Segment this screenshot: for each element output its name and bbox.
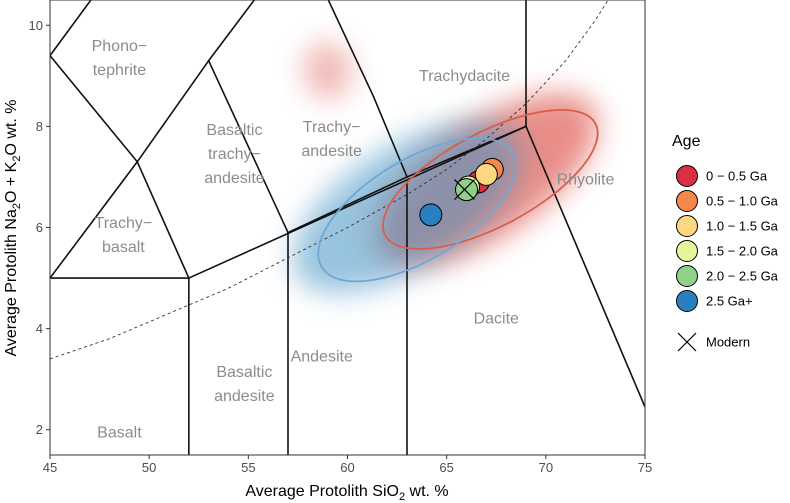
y-tick-label: 4	[36, 321, 43, 336]
field-boundary	[136, 160, 190, 279]
x-tick-label: 50	[142, 460, 156, 475]
field-boundaries	[50, 0, 645, 455]
legend-key	[676, 215, 698, 237]
y-tick-label: 2	[36, 422, 43, 437]
legend-key	[676, 165, 698, 187]
trachydacite-label: Trachydacite	[419, 68, 510, 85]
x-tick-label: 60	[340, 460, 354, 475]
legend-title: Age	[672, 133, 701, 150]
x-axis: 45 50 55 60 65 70 75	[43, 455, 652, 475]
data-point	[419, 203, 443, 227]
trachybasalt-label: basalt	[102, 239, 145, 256]
legend-label: 0.5 − 1.0 Ga	[706, 194, 779, 209]
phono-tephrite-label: Phono−	[92, 38, 148, 55]
legend-key	[676, 265, 698, 287]
alkaline-divide-curve	[50, 0, 609, 360]
basaltic-andesite-label: andesite	[214, 388, 275, 405]
density-cloud	[303, 42, 352, 99]
x-tick-label: 55	[241, 460, 255, 475]
basaltic-trachyandesite-label: trachy−	[208, 146, 261, 163]
field-boundary	[207, 0, 256, 62]
legend-label-modern: Modern	[706, 335, 750, 350]
legend-label: 2.0 − 2.5 Ga	[706, 269, 779, 284]
basaltic-andesite-label: Basaltic	[216, 364, 272, 381]
legend: Age 0 − 0.5 Ga 0.5 − 1.0 Ga 1.0 − 1.5 Ga 1.…	[672, 133, 779, 352]
basalt-label: Basalt	[97, 424, 142, 441]
trachyandesite-label: andesite	[301, 143, 362, 160]
x-tick-label: 70	[539, 460, 553, 475]
basaltic-trachyandesite-label: andesite	[204, 170, 265, 187]
data-point	[474, 162, 498, 186]
field-boundary	[136, 59, 210, 163]
field-boundary	[50, 160, 139, 279]
legend-key	[676, 290, 698, 312]
confidence-ellipse-blue	[317, 137, 517, 283]
y-tick-label: 8	[36, 119, 43, 134]
x-tick-label: 75	[638, 460, 652, 475]
legend-label: 2.5 Ga+	[706, 294, 753, 309]
x-tick-label: 45	[43, 460, 57, 475]
legend-key	[676, 190, 698, 212]
field-boundary	[406, 125, 527, 178]
legend-label: 0 − 0.5 Ga	[706, 169, 768, 184]
y-tick-label: 10	[29, 18, 43, 33]
basaltic-trachyandesite-label: Basaltic	[206, 122, 262, 139]
field-boundary	[207, 59, 289, 234]
andesite-label: Andesite	[291, 348, 353, 365]
field-boundary	[50, 0, 92, 57]
alkaline-curve-line	[50, 0, 609, 360]
legend-label: 1.5 − 2.0 Ga	[706, 244, 779, 259]
legend-label: 1.0 − 1.5 Ga	[706, 219, 779, 234]
x-axis-title: Average Protolith SiO2 wt. %	[245, 483, 448, 503]
trachyandesite-label: Trachy−	[303, 119, 361, 136]
field-labels: Phono− tephrite Trachydacite Trachy− andesit…	[92, 38, 615, 441]
legend-key-modern	[677, 332, 697, 352]
legend-key	[676, 240, 698, 262]
field-boundary	[327, 0, 375, 97]
y-axis-title: Average Protolith Na2O + K2O wt. %	[3, 100, 23, 357]
confidence-ellipses	[317, 109, 599, 283]
rhyolite-label: Rhyolite	[557, 171, 615, 188]
field-boundary	[50, 54, 139, 163]
field-boundary	[287, 176, 408, 234]
field-boundary	[525, 125, 645, 408]
dacite-label: Dacite	[474, 311, 519, 328]
modern-marker	[454, 179, 475, 201]
y-tick-label: 6	[36, 220, 43, 235]
data-points	[419, 157, 504, 227]
phono-tephrite-label: tephrite	[93, 62, 146, 79]
data-point	[455, 178, 478, 202]
field-boundary	[372, 95, 408, 178]
y-axis: 2 4 6 8 10	[29, 18, 50, 437]
x-tick-label: 65	[439, 460, 453, 475]
trachybasalt-label: Trachy−	[95, 215, 153, 232]
